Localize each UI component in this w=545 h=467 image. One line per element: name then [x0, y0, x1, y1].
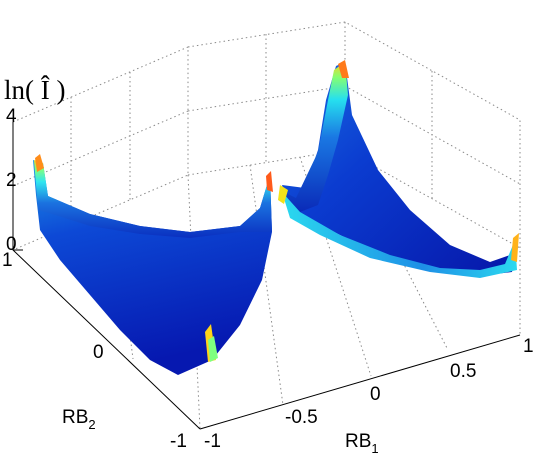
x-axis-label-subscript: 1 [371, 441, 378, 456]
x-tick-label: -1 [204, 431, 221, 452]
z-tick-label: 0 [6, 234, 17, 255]
z-tick-label: 4 [6, 106, 17, 127]
x-tick-label: -0.5 [285, 407, 318, 428]
y-tick-label: -1 [170, 431, 187, 452]
surface-right [278, 60, 519, 278]
x-tick-label: 0.5 [450, 361, 476, 382]
y-tick-label: 0 [93, 342, 104, 363]
x-tick-label: 0 [370, 384, 381, 405]
axes [12, 122, 521, 430]
surface-left [33, 154, 273, 375]
z-axis-label: ln( Î ) [4, 75, 65, 105]
y-axis-label: RB2 [62, 407, 96, 432]
x-axis-label-text: RB [345, 431, 371, 452]
y-axis-label-text: RB [62, 407, 88, 428]
z-tick-label: 2 [6, 170, 17, 191]
x-axis-label: RB1 [345, 431, 379, 456]
y-axis-label-subscript: 2 [88, 417, 95, 432]
x-tick-label: 1 [523, 336, 534, 357]
y-tick-label: 1 [2, 250, 13, 271]
